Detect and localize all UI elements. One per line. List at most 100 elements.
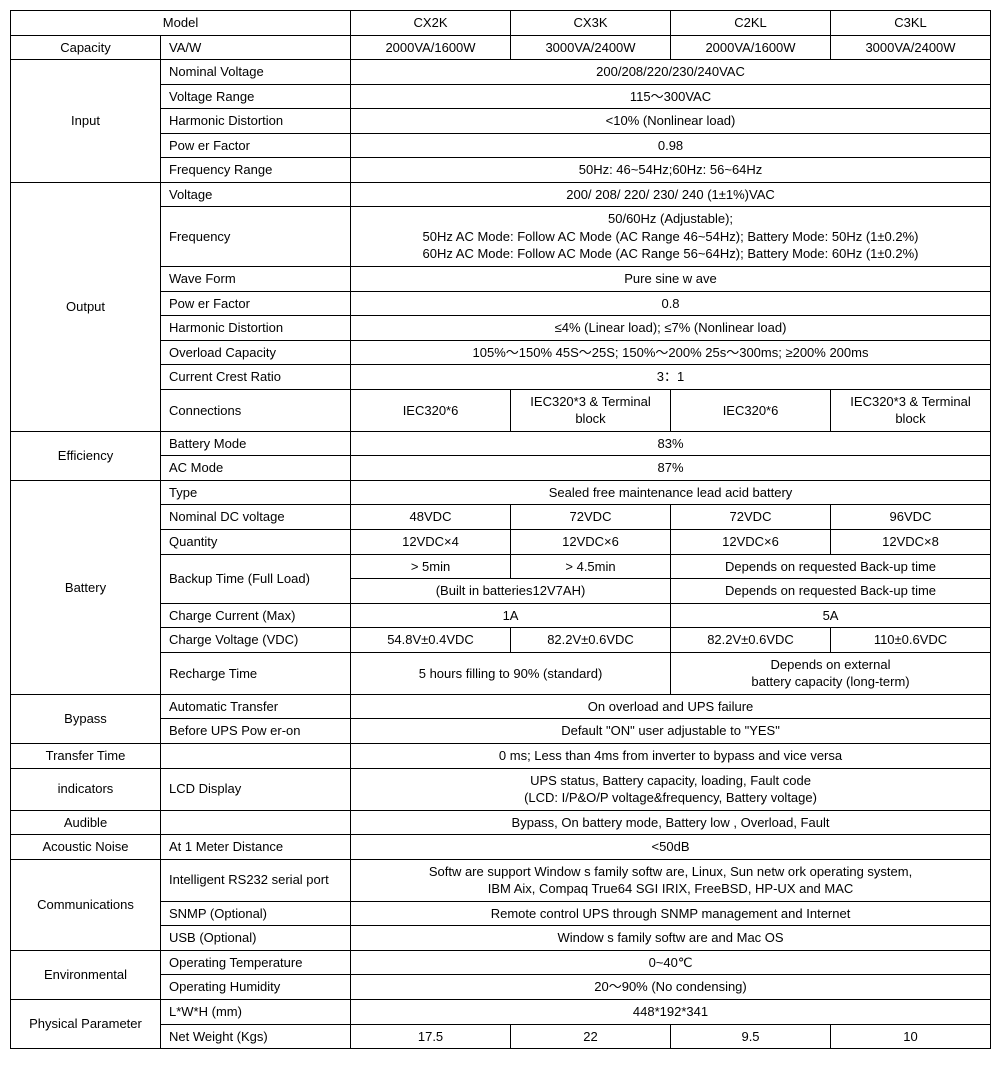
input-label: Input <box>11 60 161 183</box>
eff-am-lbl: AC Mode <box>161 456 351 481</box>
capacity-sub: VA/W <box>161 35 351 60</box>
out-hd-v: ≤4% (Linear load); ≤7% (Nonlinear load) <box>351 316 991 341</box>
hdr-m3: C2KL <box>671 11 831 36</box>
in-fr-v: 50Hz: 46~54Hz;60Hz: 56~64Hz <box>351 158 991 183</box>
out-wf-v: Pure sine w ave <box>351 267 991 292</box>
bat-cv-v3: 82.2V±0.6VDC <box>671 628 831 653</box>
cap-v2: 3000VA/2400W <box>511 35 671 60</box>
out-cr-lbl: Current Crest Ratio <box>161 365 351 390</box>
phy-nw-lbl: Net Weight (Kgs) <box>161 1024 351 1049</box>
bat-cv-lbl: Charge Voltage (VDC) <box>161 628 351 653</box>
tt-sub <box>161 743 351 768</box>
out-cn-lbl: Connections <box>161 389 351 431</box>
out-f-l1: 50/60Hz (Adjustable); <box>608 211 733 226</box>
bat-cc-v12: 1A <box>351 603 671 628</box>
byp-bf-lbl: Before UPS Pow er-on <box>161 719 351 744</box>
out-v-v: 200/ 208/ 220/ 230/ 240 (1±1%)VAC <box>351 182 991 207</box>
eff-label: Efficiency <box>11 431 161 480</box>
phy-nw-v1: 17.5 <box>351 1024 511 1049</box>
bat-qt-lbl: Quantity <box>161 530 351 555</box>
out-pf-lbl: Pow er Factor <box>161 291 351 316</box>
aud-sub <box>161 810 351 835</box>
out-cr-v: 3：1 <box>351 365 991 390</box>
bat-qt-v1: 12VDC×4 <box>351 530 511 555</box>
bat-bt-b12: (Built in batteries12V7AH) <box>351 579 671 604</box>
bat-nd-v1: 48VDC <box>351 505 511 530</box>
out-cn-v3: IEC320*6 <box>671 389 831 431</box>
ind-sub: LCD Display <box>161 768 351 810</box>
eff-bm-lbl: Battery Mode <box>161 431 351 456</box>
out-f-v: 50/60Hz (Adjustable); 50Hz AC Mode: Foll… <box>351 207 991 267</box>
in-hd-lbl: Harmonic Distortion <box>161 109 351 134</box>
tt-v: 0 ms; Less than 4ms from inverter to byp… <box>351 743 991 768</box>
bat-nd-v4: 96VDC <box>831 505 991 530</box>
phy-nw-v3: 9.5 <box>671 1024 831 1049</box>
bat-rt-v34a: Depends on external <box>771 657 891 672</box>
in-nv-lbl: Nominal Voltage <box>161 60 351 85</box>
out-wf-lbl: Wave Form <box>161 267 351 292</box>
com-us-v: Window s family softw are and Mac OS <box>351 926 991 951</box>
phy-nw-v4: 10 <box>831 1024 991 1049</box>
com-sn-v: Remote control UPS through SNMP manageme… <box>351 901 991 926</box>
env-ot-lbl: Operating Temperature <box>161 950 351 975</box>
out-cn-v4: IEC320*3 & Terminal block <box>831 389 991 431</box>
bat-cv-v1: 54.8V±0.4VDC <box>351 628 511 653</box>
out-cn-v2: IEC320*3 & Terminal block <box>511 389 671 431</box>
phy-lw-v: 448*192*341 <box>351 999 991 1024</box>
an-label: Acoustic Noise <box>11 835 161 860</box>
phy-label: Physical Parameter <box>11 999 161 1048</box>
capacity-label: Capacity <box>11 35 161 60</box>
bat-nd-v3: 72VDC <box>671 505 831 530</box>
bat-nd-v2: 72VDC <box>511 505 671 530</box>
hdr-model: Model <box>11 11 351 36</box>
bat-rt-v12: 5 hours filling to 90% (standard) <box>351 652 671 694</box>
com-label: Communications <box>11 859 161 950</box>
ind-l1: UPS status, Battery capacity, loading, F… <box>530 773 811 788</box>
bat-label: Battery <box>11 480 161 694</box>
eff-bm-v: 83% <box>351 431 991 456</box>
in-nv-v: 200/208/220/230/240VAC <box>351 60 991 85</box>
bat-ty-lbl: Type <box>161 480 351 505</box>
com-rs-lbl: Intelligent RS232 serial port <box>161 859 351 901</box>
aud-v: Bypass, On battery mode, Battery low , O… <box>351 810 991 835</box>
in-hd-v: <10% (Nonlinear load) <box>351 109 991 134</box>
hdr-m4: C3KL <box>831 11 991 36</box>
bat-bt-v34: Depends on requested Back-up time <box>671 554 991 579</box>
bat-qt-v4: 12VDC×8 <box>831 530 991 555</box>
out-v-lbl: Voltage <box>161 182 351 207</box>
byp-at-v: On overload and UPS failure <box>351 694 991 719</box>
out-pf-v: 0.8 <box>351 291 991 316</box>
spec-table: Model CX2K CX3K C2KL C3KL Capacity VA/W … <box>10 10 991 1049</box>
out-f-lbl: Frequency <box>161 207 351 267</box>
bat-qt-v3: 12VDC×6 <box>671 530 831 555</box>
bat-cv-v2: 82.2V±0.6VDC <box>511 628 671 653</box>
com-rs-l1: Softw are support Window s family softw … <box>429 864 912 879</box>
com-sn-lbl: SNMP (Optional) <box>161 901 351 926</box>
byp-at-lbl: Automatic Transfer <box>161 694 351 719</box>
bat-nd-lbl: Nominal DC voltage <box>161 505 351 530</box>
out-oc-v: 105%～150% 45S～25S; 150%～200% 25s～300ms; … <box>351 340 991 365</box>
an-sub: At 1 Meter Distance <box>161 835 351 860</box>
bat-bt-v2: > 4.5min <box>511 554 671 579</box>
bat-bt-b34: Depends on requested Back-up time <box>671 579 991 604</box>
env-oh-v: 20～90% (No condensing) <box>351 975 991 1000</box>
com-rs-v: Softw are support Window s family softw … <box>351 859 991 901</box>
env-label: Environmental <box>11 950 161 999</box>
phy-nw-v2: 22 <box>511 1024 671 1049</box>
eff-am-v: 87% <box>351 456 991 481</box>
bat-rt-v34: Depends on external battery capacity (lo… <box>671 652 991 694</box>
out-f-l2: 50Hz AC Mode: Follow AC Mode (AC Range 4… <box>423 229 919 244</box>
env-ot-v: 0~40℃ <box>351 950 991 975</box>
cap-v3: 2000VA/1600W <box>671 35 831 60</box>
cap-v4: 3000VA/2400W <box>831 35 991 60</box>
bat-bt-v1: > 5min <box>351 554 511 579</box>
bat-bt-lbl: Backup Time (Full Load) <box>161 554 351 603</box>
bat-qt-v2: 12VDC×6 <box>511 530 671 555</box>
output-label: Output <box>11 182 161 431</box>
ind-label: indicators <box>11 768 161 810</box>
bat-ty-v: Sealed free maintenance lead acid batter… <box>351 480 991 505</box>
com-us-lbl: USB (Optional) <box>161 926 351 951</box>
bat-cc-lbl: Charge Current (Max) <box>161 603 351 628</box>
byp-bf-v: Default "ON" user adjustable to "YES" <box>351 719 991 744</box>
env-oh-lbl: Operating Humidity <box>161 975 351 1000</box>
